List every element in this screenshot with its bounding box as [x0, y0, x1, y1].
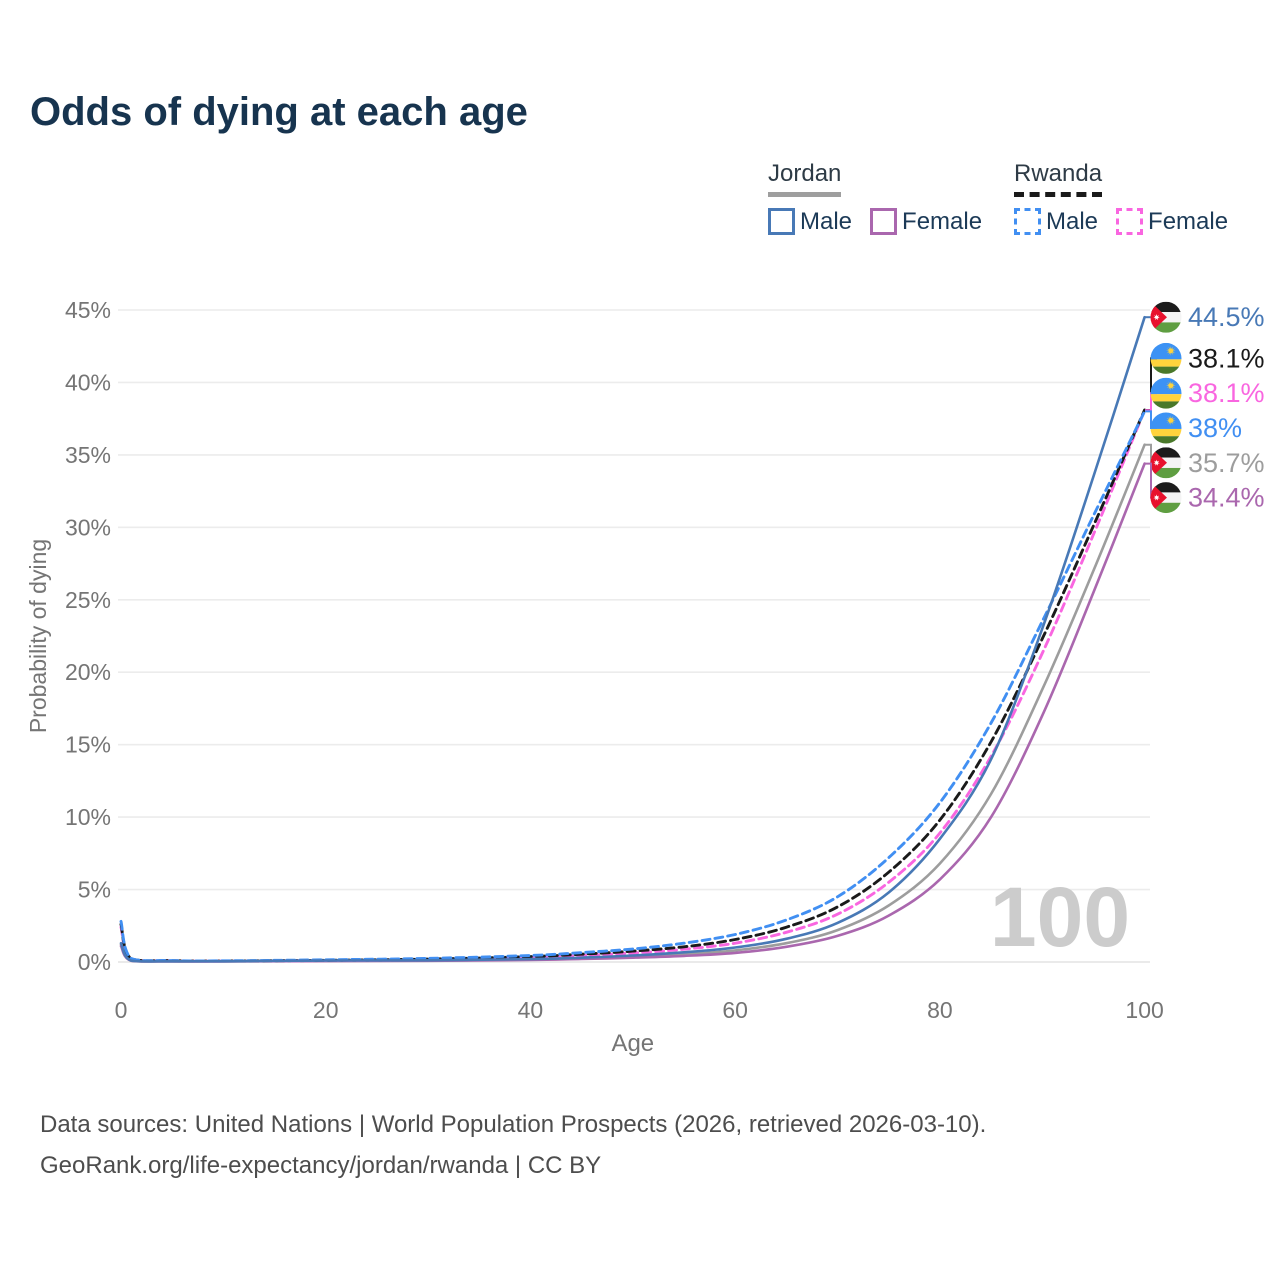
y-axis-tick-label: 30% [65, 514, 111, 540]
legend-item-label: Male [800, 207, 853, 235]
y-axis-tick-label: 40% [65, 369, 111, 395]
legend-item-rwanda-female[interactable]: Female [1116, 208, 1228, 236]
y-axis-tick-label: 20% [65, 659, 111, 685]
rwanda-flag-icon [1150, 377, 1182, 409]
legend-item-label: Male [1046, 207, 1099, 235]
end-label-value-jordan-total: 35.7% [1188, 448, 1265, 478]
end-label-value-rwanda-male: 38% [1188, 413, 1242, 443]
jordan-flag-icon [1150, 482, 1182, 514]
legend-item-jordan-female[interactable]: Female [870, 208, 982, 236]
gridlines [118, 309, 1150, 963]
y-axis-tick-label: 10% [65, 804, 111, 830]
x-axis-tick-label: 0 [115, 997, 128, 1023]
legend-item-rwanda-male[interactable]: Male [1014, 208, 1098, 236]
legend-country-jordan[interactable]: Jordan [768, 160, 842, 197]
y-axis-tick-label: 5% [78, 877, 111, 903]
y-axis-tick-label: 45% [65, 297, 111, 323]
age-watermark: 100 [990, 870, 1130, 964]
y-axis-tick-label: 15% [65, 732, 111, 758]
end-label-value-jordan-male: 44.5% [1188, 302, 1265, 332]
y-axis-tick-label: 35% [65, 442, 111, 468]
rwanda-female-swatch-icon [1116, 208, 1144, 236]
x-axis-tick-label: 80 [927, 997, 953, 1023]
legend-item-jordan-male[interactable]: Male [768, 208, 852, 236]
x-axis-tick-label: 20 [313, 997, 339, 1023]
jordan-flag-icon [1150, 301, 1182, 333]
rwanda-flag-icon [1150, 342, 1182, 374]
x-axis-tick-label: 100 [1125, 997, 1163, 1023]
legend-item-label: Female [1148, 207, 1229, 235]
rwanda-flag-icon [1150, 412, 1182, 444]
data-sources-line: Data sources: United Nations | World Pop… [40, 1111, 987, 1138]
x-axis-tick-label: 60 [722, 997, 748, 1023]
x-axis-tick-label: 40 [518, 997, 544, 1023]
jordan-female-swatch-icon [870, 208, 898, 236]
jordan-flag-icon [1150, 447, 1182, 479]
jordan-male-swatch-icon [768, 208, 795, 236]
end-label-value-rwanda-total: 38.1% [1188, 343, 1265, 373]
x-axis-title: Age [611, 1030, 654, 1057]
attribution-line: GeoRank.org/life-expectancy/jordan/rwand… [40, 1152, 602, 1179]
series-lines [119, 315, 1147, 963]
legend-group-jordan: Jordan Male Female [768, 160, 982, 236]
end-labels: 44.5% 38.1% 38.1% 38% 35.7% 34.4% [1145, 301, 1265, 514]
end-label-value-jordan-female: 34.4% [1188, 483, 1265, 513]
legend-item-label: Female [902, 207, 983, 235]
legend-group-rwanda: Rwanda Male Female [1014, 160, 1228, 236]
chart-title: Odds of dying at each age [30, 90, 528, 134]
legend-country-rwanda[interactable]: Rwanda [1014, 160, 1103, 197]
series-line-jordan-male [119, 315, 1146, 963]
rwanda-male-swatch-icon [1014, 208, 1041, 236]
end-label-value-rwanda-female: 38.1% [1188, 378, 1265, 408]
footer: Data sources: United Nations | World Pop… [40, 1104, 986, 1186]
y-axis-tick-label: 0% [78, 949, 111, 975]
y-axis-title: Probability of dying [25, 539, 51, 733]
series-line-rwanda-male [119, 409, 1147, 963]
y-axis-tick-label: 25% [65, 587, 111, 613]
